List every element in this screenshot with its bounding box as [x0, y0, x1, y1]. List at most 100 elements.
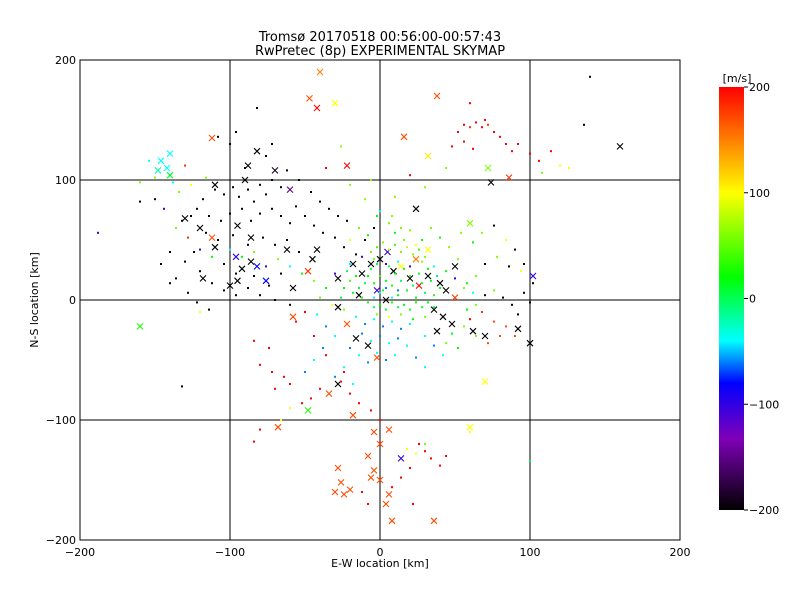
scatter-dot-point: [304, 311, 306, 313]
scatter-cross-point: [466, 423, 474, 431]
scatter-dot-point: [394, 272, 396, 275]
scatter-dot-point: [415, 356, 417, 359]
scatter-dot-point: [397, 294, 399, 297]
scatter-dot-point: [376, 215, 378, 217]
x-tick-label: 100: [520, 546, 541, 559]
scatter-dot-point: [367, 503, 369, 505]
scatter-dot-point: [214, 188, 216, 191]
scatter-dot-point: [160, 263, 162, 265]
scatter-dot-point: [397, 260, 399, 263]
scatter-dot-point: [421, 282, 423, 285]
scatter-dot-point: [334, 272, 336, 275]
scatter-dot-point: [304, 215, 306, 217]
scatter-cross-point: [196, 224, 204, 232]
scatter-dot-point: [223, 289, 225, 292]
y-tick-label: −100: [46, 414, 76, 427]
scatter-dot-point: [277, 258, 279, 261]
scatter-dot-point: [340, 296, 342, 299]
scatter-dot-point: [196, 301, 198, 304]
scatter-cross-point: [226, 282, 234, 289]
scatter-dot-point: [457, 131, 459, 133]
colorbar-ticks: 200 100 0 −100 −200: [744, 81, 779, 517]
scatter-dot-point: [406, 246, 408, 249]
scatter-dot-point: [325, 287, 327, 289]
scatter-dot-point: [244, 167, 246, 169]
scatter-dot-point: [424, 450, 426, 453]
scatter-dot-point: [376, 246, 378, 249]
scatter-cross-point: [370, 467, 378, 474]
scatter-dot-point: [175, 227, 177, 229]
scatter-dot-point: [139, 200, 141, 203]
y-axis-label: N-S location [km]: [28, 252, 41, 348]
scatter-cross-point: [382, 296, 390, 304]
scatter-dot-point: [328, 207, 330, 210]
scatter-cross-point: [385, 426, 393, 433]
scatter-dot-point: [259, 363, 261, 366]
scatter-dot-point: [388, 248, 390, 251]
scatter-dot-point: [418, 443, 420, 445]
scatter-cross-point: [232, 253, 240, 261]
scatter-dot-point: [298, 179, 300, 181]
scatter-dot-point: [178, 191, 180, 193]
scatter-dot-point: [463, 123, 465, 126]
scatter-dot-point: [346, 270, 348, 273]
chart-title: Tromsø 20170518 00:56:00-00:57:43: [258, 30, 501, 45]
scatter-dot-point: [451, 145, 453, 148]
scatter-cross-point: [334, 464, 342, 472]
scatter-dot-point: [364, 282, 366, 285]
scatter-dot-point: [367, 301, 369, 304]
scatter-dot-point: [346, 219, 348, 222]
x-axis-ticks: −200 −100 0 100 200: [65, 546, 691, 559]
scatter-dot-point: [343, 287, 345, 289]
scatter-cross-point: [424, 246, 432, 253]
scatter-dot-point: [397, 337, 399, 340]
scatter-cross-point: [289, 313, 297, 321]
scatter-dot-point: [481, 231, 483, 234]
scatter-cross-point: [208, 234, 216, 241]
scatter-dot-point: [154, 198, 156, 201]
scatter-dot-point: [505, 325, 507, 328]
scatter-dot-point: [559, 164, 561, 167]
scatter-dot-point: [190, 215, 192, 217]
scatter-cross-point: [487, 179, 495, 186]
scatter-dot-point: [325, 325, 327, 328]
scatter-dot-point: [475, 275, 477, 277]
scatter-dot-point: [181, 385, 183, 388]
scatter-dot-point: [463, 140, 465, 143]
y-tick-label: 0: [69, 294, 76, 307]
scatter-dot-point: [385, 263, 387, 265]
scatter-dot-point: [511, 303, 513, 306]
scatter-dot-point: [523, 263, 525, 265]
scatter-dot-point: [223, 193, 225, 196]
scatter-dot-point: [469, 102, 471, 105]
scatter-dot-point: [427, 301, 429, 304]
scatter-dot-point: [211, 282, 213, 285]
scatter-cross-point: [469, 327, 477, 335]
scatter-dot-point: [463, 287, 465, 289]
scatter-dot-point: [295, 320, 297, 323]
scatter-dot-point: [184, 260, 186, 263]
scatter-dot-point: [376, 313, 378, 316]
scatter-dot-point: [475, 335, 477, 337]
scatter-cross-point: [157, 157, 165, 165]
scatter-dot-point: [265, 193, 267, 196]
scatter-cross-point: [358, 270, 366, 277]
scatter-dot-point: [247, 188, 249, 191]
scatter-cross-point: [352, 335, 360, 342]
scatter-cross-point: [412, 255, 420, 263]
scatter-dot-point: [382, 325, 384, 328]
scatter-dot-point: [268, 284, 270, 287]
scatter-dot-point: [424, 186, 426, 189]
grid-lines: [80, 60, 680, 540]
scatter-dot-point: [232, 234, 234, 237]
scatter-dot-point: [403, 303, 405, 306]
scatter-dot-point: [235, 131, 237, 133]
scatter-dot-point: [343, 366, 345, 369]
scatter-dot-point: [433, 344, 435, 347]
scatter-dot-point: [367, 275, 369, 277]
scatter-cross-point: [136, 323, 144, 330]
scatter-dot-point: [169, 251, 171, 253]
scatter-dot-point: [412, 318, 414, 321]
scatter-dot-point: [364, 323, 366, 325]
scatter-cross-point: [163, 164, 171, 172]
